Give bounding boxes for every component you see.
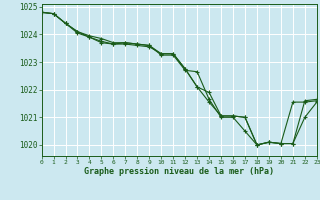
X-axis label: Graphe pression niveau de la mer (hPa): Graphe pression niveau de la mer (hPa) xyxy=(84,167,274,176)
